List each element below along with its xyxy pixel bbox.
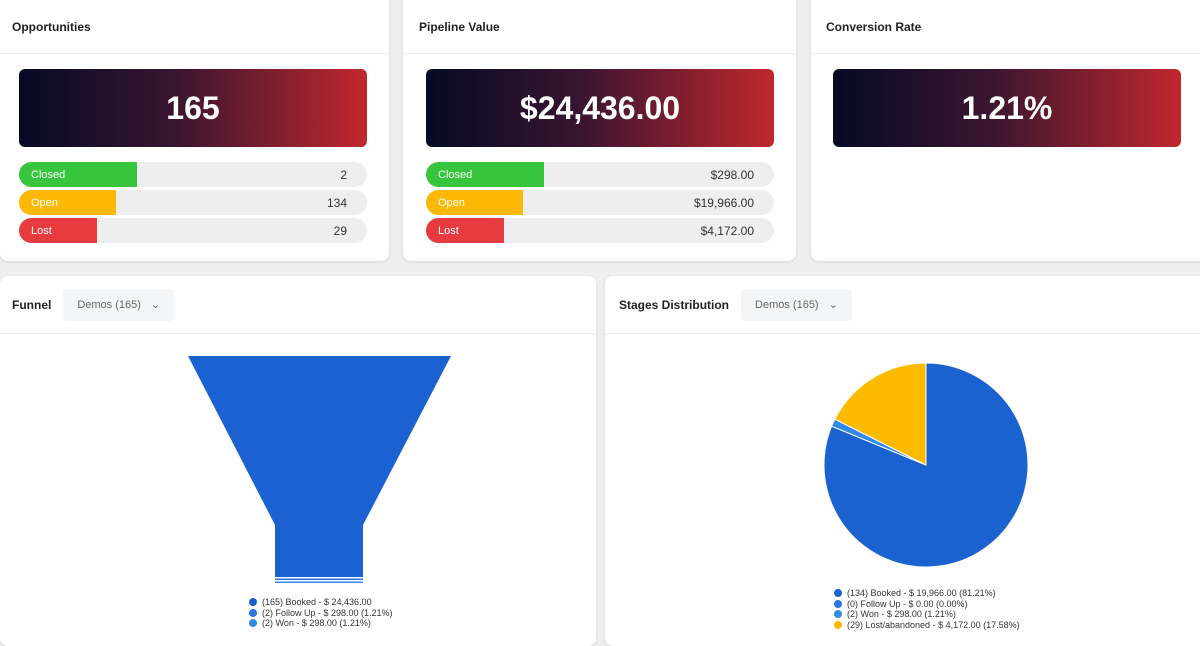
legend-item: (2) Won - $ 298.00 (1.21%) [249,618,393,629]
funnel-dropdown[interactable]: Demos (165) ⌄ [63,288,175,321]
pie-chart [823,362,1029,568]
bar-fill [426,162,545,187]
bar-fill [19,218,98,243]
bar-label: Closed [438,169,473,181]
legend-text: (134) Booked - $ 19,966.00 (81.21%) [847,588,996,598]
stages-distribution-card: Stages Distribution Demos (165) ⌄ (134) B… [605,276,1200,646]
status-bar-open: Open $19,966.00 [426,190,774,215]
legend-dot-icon [834,620,842,629]
funnel-card: Funnel Demos (165) ⌄ (165) Booked - $ 24,… [0,276,596,646]
legend-item: (2) Won - $ 298.00 (1.21%) [834,609,1020,620]
legend-dot-icon [249,598,257,607]
funnel-segment-won [275,581,363,583]
stages-legend: (134) Booked - $ 19,966.00 (81.21%) (0) F… [834,588,1020,630]
bar-label: Lost [31,225,52,237]
status-bar-closed: Closed $298.00 [426,162,774,187]
bar-fill [426,190,524,215]
conversion-rate-value: 1.21% [833,69,1181,147]
status-bar-open: Open 134 [19,190,367,215]
funnel-title: Funnel [12,297,52,312]
legend-text: (2) Won - $ 298.00 (1.21%) [262,618,371,628]
bar-label: Open [438,197,465,209]
card-title: Opportunities [0,0,389,54]
bar-fill [426,218,505,243]
funnel-segment-follow-up [275,578,363,580]
legend-text: (2) Follow Up - $ 298.00 (1.21%) [262,607,393,618]
legend-item: (134) Booked - $ 19,966.00 (81.21%) [834,588,1020,599]
bar-label: Closed [31,169,66,181]
dropdown-value: Demos (165) [77,298,141,311]
legend-dot-icon [834,599,842,608]
bar-value: $4,172.00 [700,224,754,238]
legend-text: (2) Won - $ 298.00 (1.21%) [847,609,956,619]
legend-item: (0) Follow Up - $ 0.00 (0.00%) [834,599,1020,610]
bar-fill [19,190,117,215]
funnel-chart [188,356,451,583]
bar-value: 29 [333,224,347,238]
stages-dropdown[interactable]: Demos (165) ⌄ [741,288,852,321]
legend-item: (29) Lost/abandoned - $ 4,172.00 (17.58%… [834,620,1020,631]
legend-dot-icon [834,589,842,598]
bar-value: $298.00 [710,168,754,182]
dropdown-value: Demos (165) [755,298,819,311]
bar-fill [19,162,138,187]
opportunities-value: 165 [19,69,367,147]
legend-item: (165) Booked - $ 24,436.00 [249,597,393,608]
legend-dot-icon [249,619,257,628]
conversion-rate-card: Conversion Rate 1.21% [811,0,1200,261]
stages-title: Stages Distribution [619,297,730,312]
bar-value: $19,966.00 [693,196,754,210]
card-title: Pipeline Value [403,0,796,54]
pipeline-value-card: Pipeline Value $24,436.00 Closed $298.00 O… [403,0,796,261]
legend-text: (0) Follow Up - $ 0.00 (0.00%) [847,598,968,609]
chevron-down-icon: ⌄ [828,299,838,311]
status-bar-closed: Closed 2 [19,162,367,187]
card-title: Conversion Rate [811,0,1200,54]
bar-label: Lost [438,225,459,237]
bar-label: Open [31,197,58,209]
funnel-legend: (165) Booked - $ 24,436.00 (2) Follow Up … [249,597,393,629]
legend-item: (2) Follow Up - $ 298.00 (1.21%) [249,608,393,619]
bar-value: 134 [326,196,347,210]
funnel-segment-booked [188,356,451,577]
legend-dot-icon [249,608,257,617]
legend-text: (29) Lost/abandoned - $ 4,172.00 (17.58%… [847,619,1020,630]
pipeline-value: $24,436.00 [426,69,774,147]
chevron-down-icon: ⌄ [150,299,161,311]
legend-dot-icon [834,610,842,619]
legend-text: (165) Booked - $ 24,436.00 [262,597,372,607]
bar-value: 2 [340,168,347,182]
status-bar-lost: Lost 29 [19,218,367,243]
pie-slice-lost-abandoned [834,362,927,466]
status-bar-lost: Lost $4,172.00 [426,218,774,243]
opportunities-card: Opportunities 165 Closed 2 Open 134 Lost 29 [0,0,389,261]
